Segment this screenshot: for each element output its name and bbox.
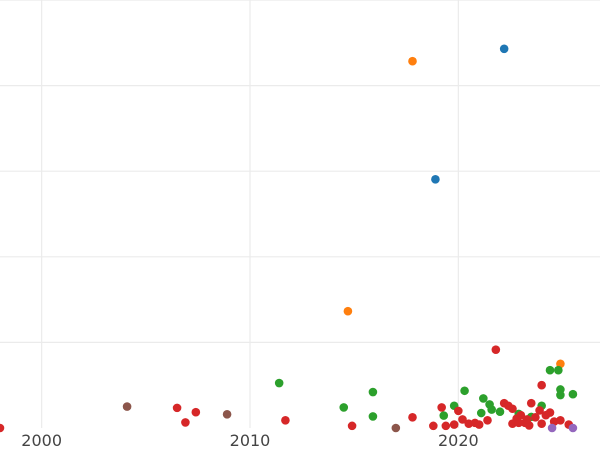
data-point [499, 44, 509, 54]
data-point [545, 365, 555, 375]
data-point [568, 423, 578, 433]
data-point [568, 389, 578, 399]
data-point [408, 56, 417, 66]
data-point [460, 386, 469, 396]
data-point [431, 175, 440, 184]
data-point [181, 418, 190, 427]
data-point [172, 403, 182, 413]
data-point [347, 421, 357, 431]
data-point [0, 423, 5, 433]
x-tick-label: 2020 [438, 431, 479, 450]
data-point [222, 410, 232, 419]
data-point [508, 404, 517, 414]
data-point [449, 420, 459, 429]
tick-labels-layer: 2000 2010 2020 [21, 431, 478, 450]
data-point [479, 394, 488, 403]
data-point [487, 405, 496, 414]
data-point [368, 412, 378, 421]
data-point [274, 378, 284, 388]
data-point [281, 415, 290, 425]
data-point [526, 398, 536, 408]
data-point [535, 406, 544, 415]
data-point [408, 413, 417, 422]
x-tick-label: 2010 [230, 431, 271, 450]
data-point [339, 403, 349, 412]
data-point [441, 421, 451, 431]
data-point [429, 421, 438, 431]
x-tick-label: 2000 [21, 431, 62, 450]
data-point [491, 345, 501, 354]
data-point [483, 415, 492, 425]
data-point [516, 410, 526, 420]
data-point [547, 423, 557, 433]
data-point [474, 420, 484, 429]
data-point [458, 415, 467, 424]
data-point [439, 411, 449, 420]
data-point [495, 407, 505, 417]
data-point [122, 402, 132, 411]
data-point [191, 407, 201, 417]
data-point [556, 390, 565, 400]
grid-layer [0, 0, 600, 428]
data-point [522, 415, 532, 424]
data-point [554, 365, 563, 375]
data-point [476, 408, 486, 418]
data-point [537, 380, 546, 390]
data-point [437, 403, 446, 412]
data-point [556, 415, 565, 425]
data-point [545, 408, 555, 417]
data-point [368, 387, 378, 397]
data-point [454, 406, 463, 416]
data-point [537, 419, 546, 429]
data-point [391, 423, 401, 433]
data-point [531, 413, 540, 422]
data-point [514, 418, 524, 428]
data-point [343, 306, 353, 316]
points-layer [0, 44, 578, 433]
